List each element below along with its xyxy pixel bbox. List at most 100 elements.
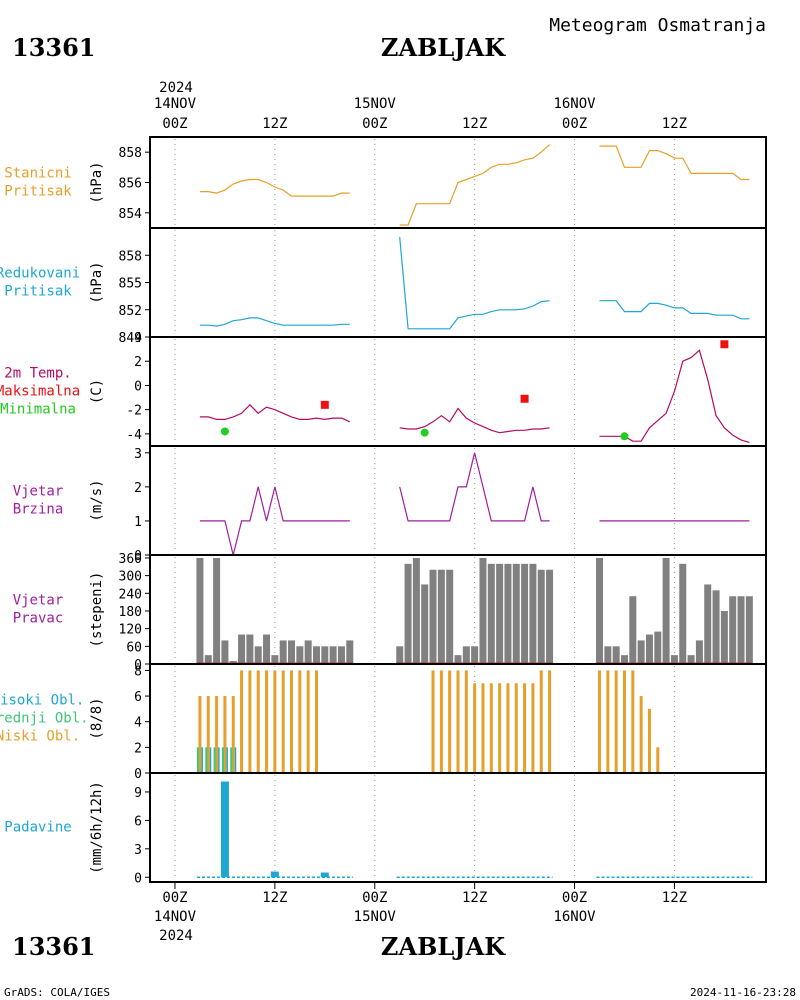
low-cloud-bar xyxy=(306,670,310,773)
precip-bar xyxy=(270,871,279,878)
top-day-label: 14NOV xyxy=(154,96,197,112)
wind_speed-series-line xyxy=(199,486,350,556)
wind-dir-bar xyxy=(529,563,537,664)
wind_direction-y-tick-label: 120 xyxy=(119,623,142,638)
wind_speed-frame xyxy=(149,445,767,556)
mid-cloud-bar xyxy=(213,747,216,773)
temp-series-line xyxy=(199,403,351,423)
wind-dir-bar xyxy=(612,646,620,664)
low-cloud-bar xyxy=(448,670,452,773)
wind-dir-bar xyxy=(346,640,354,664)
low-cloud-bar xyxy=(548,670,552,773)
wind-dir-bar xyxy=(712,590,720,664)
station-id-top: 13361 xyxy=(12,33,96,62)
low-cloud-bar xyxy=(506,683,510,773)
temperature-side-label: Maksimalna xyxy=(0,384,80,400)
low-cloud-bar xyxy=(290,670,294,773)
cloud_cover-side-label: Visoki Obl. xyxy=(0,693,84,709)
bottom-hour-label: 12Z xyxy=(262,890,287,906)
wind-dir-bar xyxy=(412,557,420,664)
wind-dir-bar xyxy=(521,563,529,664)
reduced_pressure-series-line xyxy=(599,300,750,320)
bottom-day-label: 16NOV xyxy=(553,909,596,925)
low-cloud-bar xyxy=(464,670,468,773)
station_pressure-series-line xyxy=(399,144,551,226)
wind-dir-bar xyxy=(604,646,612,664)
low-cloud-bar xyxy=(631,670,635,773)
low-cloud-bar xyxy=(531,683,535,773)
low-cloud-bar xyxy=(598,670,602,773)
wind-dir-bar xyxy=(620,655,628,664)
timestamp-label: 2024-11-16-23:28 xyxy=(690,986,796,999)
wind_direction-y-tick-label: 300 xyxy=(119,570,142,585)
precip-bar xyxy=(320,872,329,878)
reduced_pressure-y-tick-label: 849 xyxy=(119,331,142,346)
mid-cloud-bar xyxy=(230,747,233,773)
bottom-hour-label: 00Z xyxy=(362,890,387,906)
wind-dir-bar xyxy=(296,646,304,664)
high-cloud-bar xyxy=(218,747,220,773)
low-cloud-bar xyxy=(314,670,318,773)
station_pressure-y-tick-label: 858 xyxy=(119,146,142,161)
wind-dir-bar xyxy=(637,640,645,664)
cloud_cover-y-tick-label: 8 xyxy=(134,664,142,679)
cloud_cover-ylabel: (8/8) xyxy=(89,697,105,739)
top-day-label: 16NOV xyxy=(553,96,596,112)
low-cloud-bar xyxy=(456,670,460,773)
high-cloud-bar xyxy=(209,747,212,773)
max-temp-marker xyxy=(720,340,729,349)
wind_direction-y-tick-label: 180 xyxy=(119,605,142,620)
low-cloud-bar xyxy=(248,670,252,773)
low-cloud-bar xyxy=(481,683,485,773)
wind-dir-bar xyxy=(745,596,753,664)
station-name-bottom: ZABLJAK xyxy=(381,932,506,961)
station-name-top: ZABLJAK xyxy=(381,33,506,62)
precipitation-y-tick-label: 0 xyxy=(134,871,142,886)
precipitation-ylabel: (mm/6h/12h) xyxy=(89,781,105,874)
wind-dir-bar xyxy=(279,640,287,664)
wind_speed-y-tick-label: 1 xyxy=(134,515,142,530)
top-hour-label: 12Z xyxy=(462,116,487,132)
reduced_pressure-side-label: Redukovani xyxy=(0,266,80,282)
low-cloud-bar xyxy=(656,747,660,773)
wind_speed-ylabel: (m/s) xyxy=(89,479,105,521)
mid-cloud-bar xyxy=(205,747,208,773)
low-cloud-bar xyxy=(622,670,626,773)
meteogram-title: Meteogram Osmatranja xyxy=(549,15,766,36)
wind-dir-bar xyxy=(304,640,312,664)
reduced_pressure-y-tick-label: 852 xyxy=(119,304,142,319)
cloud_cover-y-tick-label: 0 xyxy=(134,767,142,782)
station_pressure-series-line xyxy=(199,178,350,197)
high-cloud-bar xyxy=(234,747,237,773)
temperature-y-tick-label: 2 xyxy=(134,355,142,370)
low-cloud-bar xyxy=(256,670,260,773)
wind_direction-side-label: Vjetar xyxy=(13,593,64,609)
station_pressure-side-label: Stanicni xyxy=(4,166,71,182)
top-hour-label: 00Z xyxy=(362,116,387,132)
wind_speed-series-line xyxy=(399,452,550,522)
precipitation-y-tick-label: 9 xyxy=(134,786,142,801)
wind-dir-bar xyxy=(629,596,637,664)
wind_direction-y-tick-label: 360 xyxy=(119,552,142,567)
reduced_pressure-y-tick-label: 855 xyxy=(119,277,142,292)
high-cloud-bar xyxy=(201,747,203,773)
wind_direction-side-label: Pravac xyxy=(13,611,64,627)
reduced_pressure-series-line xyxy=(199,317,350,327)
top-hour-label: 00Z xyxy=(162,116,187,132)
wind-dir-bar xyxy=(312,646,320,664)
wind_speed-side-label: Vjetar xyxy=(13,484,64,500)
wind-dir-bar xyxy=(479,557,487,664)
wind_direction-y-tick-label: 0 xyxy=(134,658,142,673)
min-temp-marker xyxy=(420,428,429,437)
max-temp-marker xyxy=(320,400,329,409)
wind-dir-bar xyxy=(645,634,653,664)
wind-dir-bar xyxy=(496,563,504,664)
low-cloud-bar xyxy=(198,696,202,773)
wind-dir-bar xyxy=(695,640,703,664)
low-cloud-bar xyxy=(614,670,618,773)
wind-dir-bar xyxy=(437,569,445,664)
bottom-hour-label: 00Z xyxy=(162,890,187,906)
wind-dir-bar xyxy=(221,640,229,664)
cloud_cover-y-tick-label: 2 xyxy=(134,741,142,756)
reduced_pressure-series-line xyxy=(399,237,550,330)
